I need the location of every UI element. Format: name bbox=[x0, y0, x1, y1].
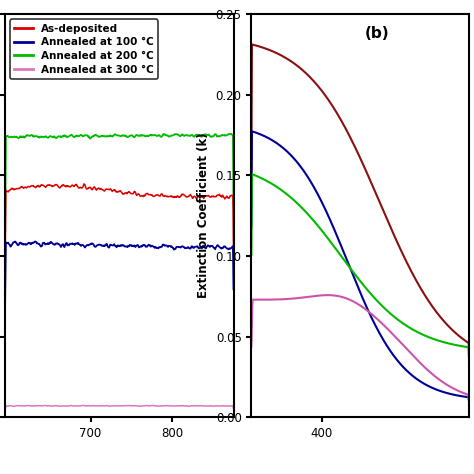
Legend: As-deposited, Annealed at 100 °C, Annealed at 200 °C, Annealed at 300 °C: As-deposited, Annealed at 100 °C, Anneal… bbox=[10, 19, 158, 79]
Y-axis label: Extinction Coefficient (k): Extinction Coefficient (k) bbox=[197, 133, 210, 299]
Text: (b): (b) bbox=[365, 27, 389, 41]
